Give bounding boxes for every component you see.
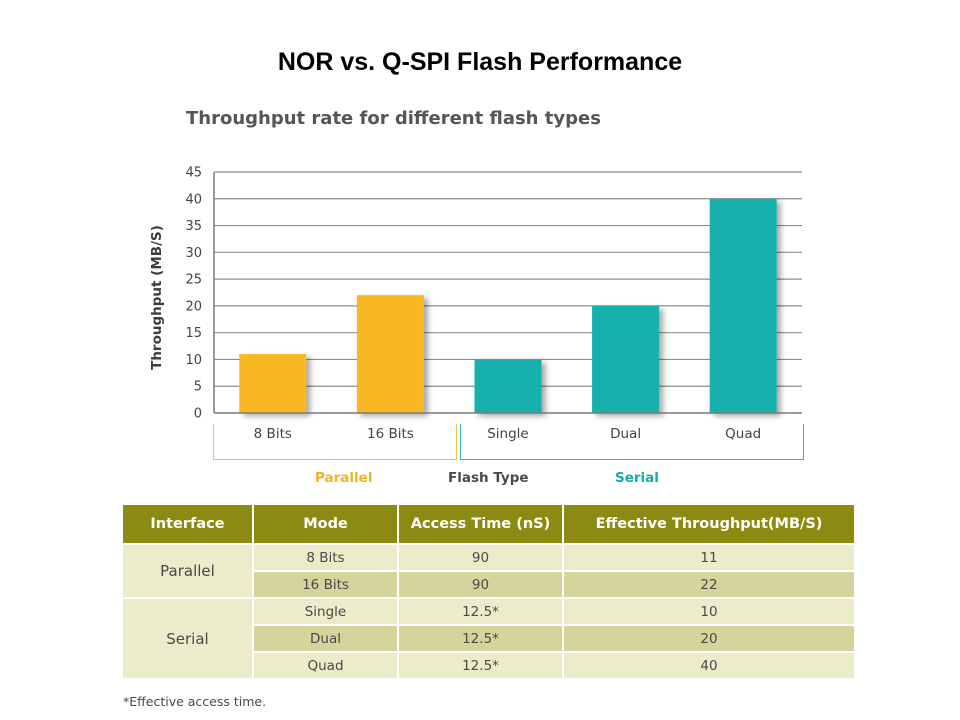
bar-quad: [709, 198, 777, 413]
interface-serial: Serial: [123, 597, 254, 678]
x-axis-label: Flash Type: [448, 470, 529, 486]
y-tick-label: 30: [185, 246, 202, 261]
page-title: NOR vs. Q-SPI Flash Performance: [277, 48, 683, 76]
table-row: Dual 12.5* 20: [123, 624, 854, 652]
throughput-cell: 11: [563, 543, 854, 571]
throughput-cell: 22: [563, 570, 854, 598]
bar-single: [474, 359, 542, 413]
mode-cell: Single: [253, 597, 399, 625]
header-mode: Mode: [253, 505, 399, 544]
y-tick-label: 35: [185, 219, 202, 234]
throughput-cell: 40: [563, 651, 854, 678]
y-tick-label: 10: [185, 353, 202, 368]
access-time-cell: 12.5*: [398, 597, 564, 625]
x-tick-label: 8 Bits: [254, 426, 292, 442]
throughput-cell: 10: [563, 597, 854, 625]
table-row: Serial Single 12.5* 10: [123, 597, 854, 678]
x-tick-label: Dual: [610, 426, 641, 442]
table-row: Quad 12.5* 40: [123, 651, 854, 678]
mode-cell: Quad: [253, 651, 399, 678]
header-interface: Interface: [123, 505, 254, 544]
table-row: Parallel 8 Bits 90 11: [123, 543, 854, 598]
bar-dual: [592, 305, 660, 413]
y-tick-label: 20: [185, 299, 202, 314]
mode-cell: Dual: [253, 624, 399, 652]
y-tick-label: 5: [194, 380, 202, 395]
table-row: 16 Bits 90 22: [123, 570, 854, 598]
serial-group-label: Serial: [615, 470, 659, 486]
bar-16-bits: [356, 295, 424, 413]
mode-cell: 16 Bits: [253, 570, 399, 598]
x-tick-label: Single: [487, 426, 529, 442]
y-tick-label: 40: [185, 192, 202, 207]
y-tick-label: 15: [185, 326, 202, 341]
bar-8-bits: [239, 354, 307, 413]
throughput-bar-chart: 0 5 10 15 20 25 30 35 40 45 8 Bits 16 Bits Single Dua…: [149, 166, 802, 442]
access-time-cell: 90: [398, 570, 564, 598]
y-tick-label: 45: [185, 166, 202, 181]
access-time-cell: 90: [398, 543, 564, 571]
table-header-row: Interface Mode Access Time (nS) Effectiv…: [123, 505, 854, 544]
y-tick-label: 25: [185, 273, 202, 288]
y-axis-title: Throughput (MB/S): [149, 225, 165, 370]
y-tick-label: 0: [194, 407, 202, 422]
access-time-cell: 12.5*: [398, 651, 564, 678]
chart-title: Throughput rate for different flash type…: [186, 108, 601, 129]
serial-group-bracket: [460, 424, 804, 460]
header-throughput: Effective Throughput(MB/S): [563, 505, 854, 544]
parallel-group-label: Parallel: [315, 470, 373, 486]
mode-cell: 8 Bits: [253, 543, 399, 571]
header-access-time: Access Time (nS): [398, 505, 564, 544]
access-time-cell: 12.5*: [398, 624, 564, 652]
performance-table: Interface Mode Access Time (nS) Effectiv…: [123, 505, 854, 678]
footnote: *Effective access time.: [123, 694, 267, 709]
x-tick-label: Quad: [725, 426, 761, 442]
parallel-group-bracket: [213, 424, 457, 460]
throughput-cell: 20: [563, 624, 854, 652]
interface-parallel: Parallel: [123, 543, 254, 598]
x-tick-label: 16 Bits: [367, 426, 414, 442]
